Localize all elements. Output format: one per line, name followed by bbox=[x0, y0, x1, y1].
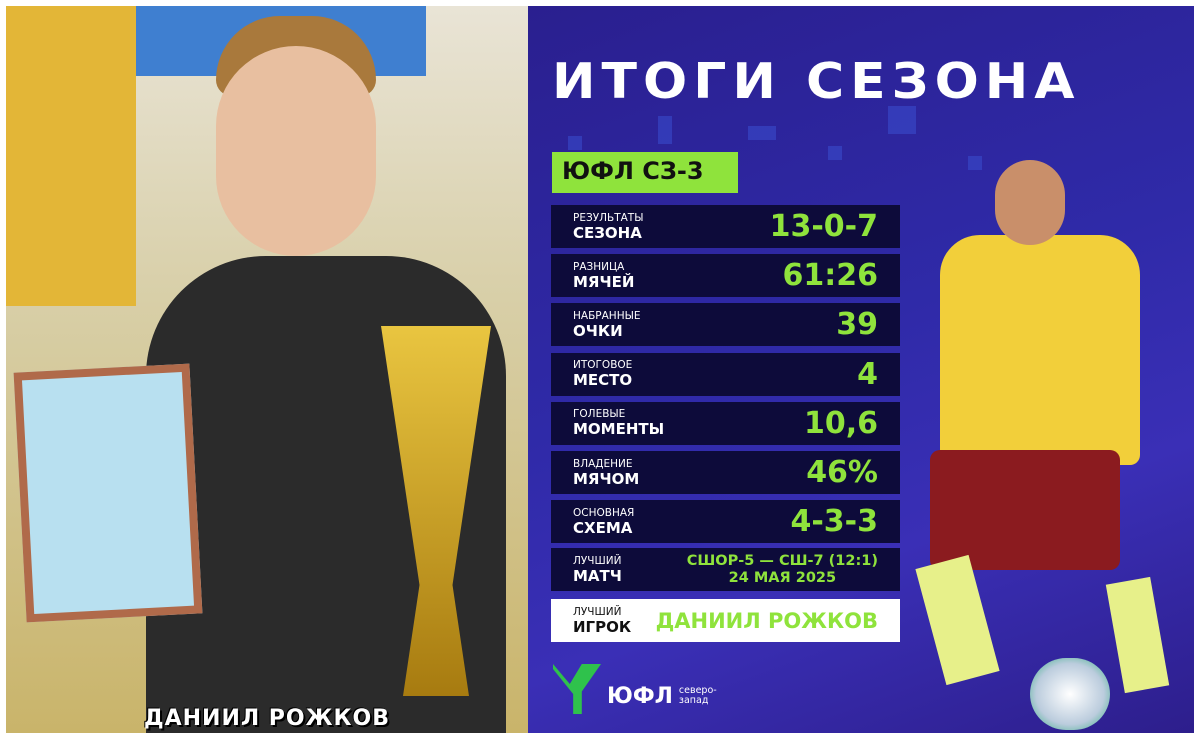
player-face bbox=[216, 46, 376, 256]
yufl-logo-icon bbox=[553, 664, 601, 714]
row-value: 13-0-7 bbox=[769, 209, 878, 244]
row-label-small: РЕЗУЛЬТАТЫ bbox=[573, 211, 644, 224]
stat-row: ГОЛЕВЫЕ МОМЕНТЫ 10,6 bbox=[551, 401, 900, 445]
page-title: ИТОГИ СЕЗОНА bbox=[552, 53, 1081, 111]
row-label-small: ЛУЧШИЙ bbox=[573, 605, 622, 618]
stat-row: РАЗНИЦА МЯЧЕЙ 61:26 bbox=[551, 254, 900, 298]
footballer-image bbox=[870, 160, 1190, 730]
row-label-small: ИТОГОВОЕ bbox=[573, 359, 633, 372]
stat-row: НАБРАННЫЕ ОЧКИ 39 bbox=[551, 303, 900, 347]
stat-row: ОСНОВНАЯ СХЕМА 4-3-3 bbox=[551, 500, 900, 544]
row-label-small: ВЛАДЕНИЕ bbox=[573, 457, 633, 470]
row-value: 61:26 bbox=[782, 258, 879, 294]
best-match-date: 24 МАЯ 2025 bbox=[728, 569, 837, 586]
row-label: МЯЧЕЙ bbox=[573, 272, 635, 291]
row-label-small: РАЗНИЦА bbox=[573, 260, 625, 273]
logo-name: ЮФЛ bbox=[607, 683, 673, 709]
logo-region: северо-запад bbox=[678, 685, 717, 706]
football-icon bbox=[1030, 658, 1110, 730]
player-photo: ДАНИИЛ РОЖКОВ bbox=[6, 6, 528, 733]
row-label: МОМЕНТЫ bbox=[573, 420, 665, 439]
diploma-image bbox=[13, 363, 203, 623]
yufl-logo: ЮФЛ северо-запад bbox=[553, 664, 729, 714]
league-badge: ЮФЛ СЗ-3 bbox=[552, 152, 738, 193]
row-label: ОЧКИ bbox=[573, 321, 623, 340]
row-label-small: ГОЛЕВЫЕ bbox=[573, 408, 626, 421]
row-label: СХЕМА bbox=[573, 518, 633, 537]
row-label: ИГРОК bbox=[573, 617, 632, 636]
row-label-small: ЛУЧШИЙ bbox=[573, 554, 622, 567]
row-value: 10,6 bbox=[803, 405, 878, 441]
row-value: 39 bbox=[836, 307, 878, 343]
row-value: 46% bbox=[806, 455, 878, 490]
row-label: МАТЧ bbox=[573, 566, 622, 585]
stat-row: ВЛАДЕНИЕ МЯЧОМ 46% bbox=[551, 451, 900, 494]
row-label-small: НАБРАННЫЕ bbox=[573, 309, 641, 322]
row-label: СЕЗОНА bbox=[573, 223, 642, 242]
stat-row-best-player: ЛУЧШИЙ ИГРОК ДАНИИЛ РОЖКОВ bbox=[551, 599, 900, 642]
row-label: МЕСТО bbox=[573, 371, 633, 390]
best-player-name: ДАНИИЛ РОЖКОВ bbox=[655, 608, 878, 633]
stat-row: ИТОГОВОЕ МЕСТО 4 bbox=[551, 352, 900, 396]
photo-caption: ДАНИИЛ РОЖКОВ bbox=[144, 706, 390, 731]
stat-row: РЕЗУЛЬТАТЫ СЕЗОНА 13-0-7 bbox=[551, 205, 900, 248]
row-label-small: ОСНОВНАЯ bbox=[573, 506, 635, 519]
stat-row-best-match: ЛУЧШИЙ МАТЧ СШОР-5 — СШ-7 (12:1) 24 МАЯ 20… bbox=[551, 548, 900, 591]
gym-wall bbox=[6, 6, 136, 306]
row-value: 4 bbox=[857, 356, 878, 392]
row-label: МЯЧОМ bbox=[573, 469, 640, 488]
best-match-teams: СШОР-5 — СШ-7 (12:1) bbox=[686, 552, 878, 569]
row-value: 4-3-3 bbox=[790, 504, 878, 540]
